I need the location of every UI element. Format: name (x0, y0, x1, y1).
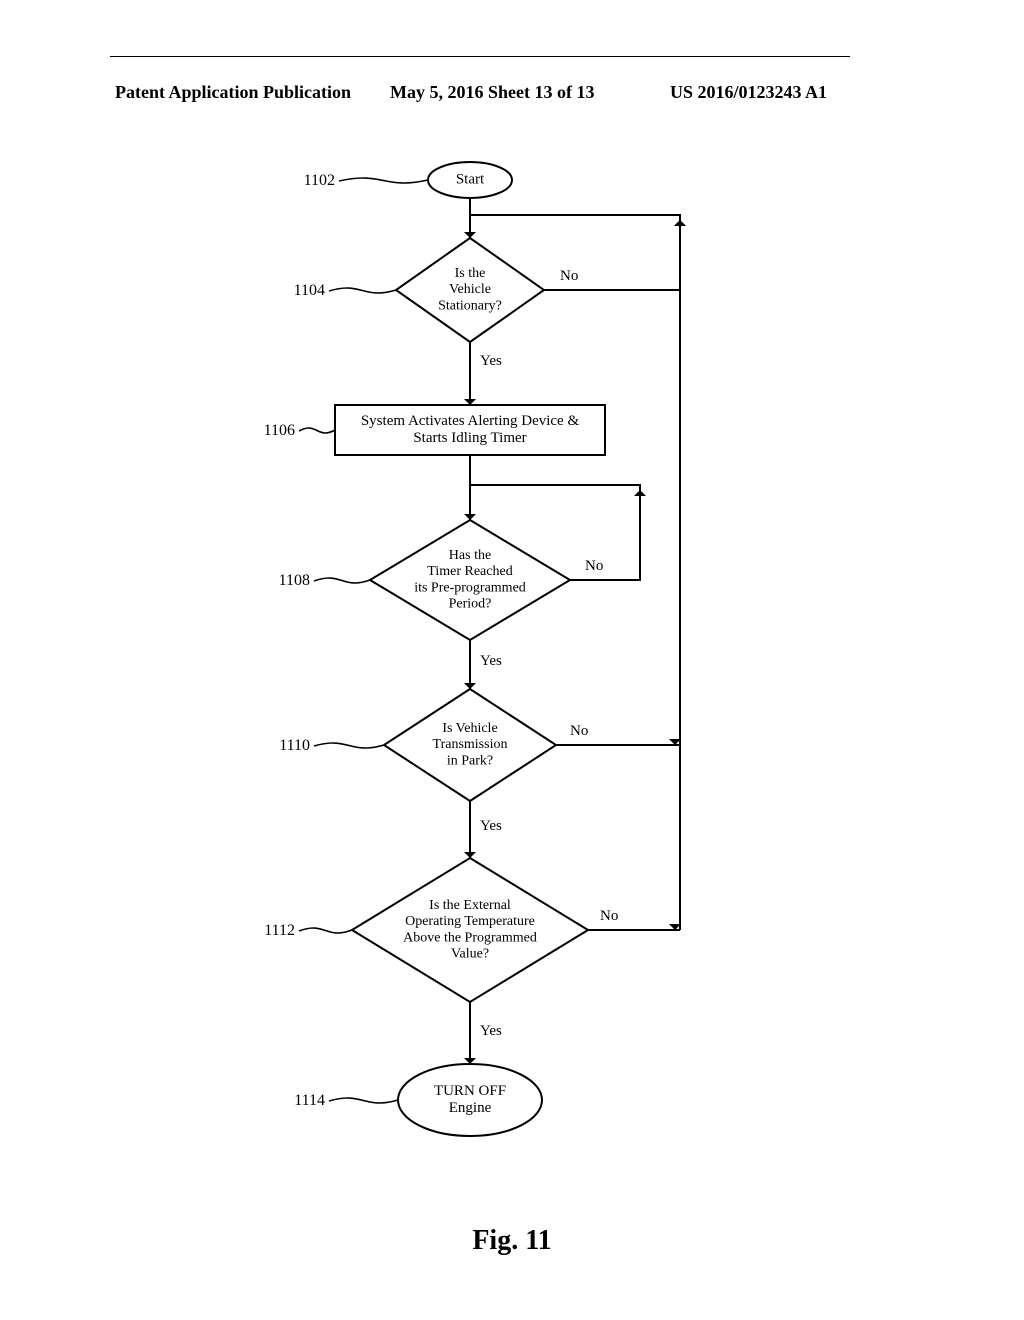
page: Patent Application Publication May 5, 20… (0, 0, 1024, 1320)
svg-text:1112: 1112 (264, 922, 295, 939)
svg-text:Operating Temperature: Operating Temperature (405, 914, 535, 929)
svg-text:Starts Idling Timer: Starts Idling Timer (413, 430, 526, 446)
svg-text:Yes: Yes (480, 653, 502, 669)
svg-text:its Pre-programmed: its Pre-programmed (414, 580, 526, 595)
svg-text:1110: 1110 (279, 737, 310, 754)
svg-text:1108: 1108 (279, 572, 310, 589)
svg-text:Stationary?: Stationary? (438, 298, 502, 313)
figure-caption: Fig. 11 (0, 1225, 1024, 1257)
svg-text:Is the External: Is the External (429, 898, 511, 913)
svg-text:TURN OFF: TURN OFF (434, 1083, 506, 1099)
svg-text:Transmission: Transmission (433, 737, 508, 752)
flowchart: Yes Yes Yes Yes No No No No Start 1102 Is theVehic… (100, 140, 900, 1220)
svg-text:Timer Reached: Timer Reached (427, 564, 512, 579)
svg-text:No: No (585, 558, 603, 574)
svg-text:Vehicle: Vehicle (449, 282, 491, 297)
header-rule (110, 56, 850, 57)
svg-text:1114: 1114 (294, 1092, 325, 1109)
svg-text:Is the: Is the (455, 266, 486, 281)
header-center: May 5, 2016 Sheet 13 of 13 (390, 82, 594, 103)
svg-text:Start: Start (456, 171, 485, 187)
svg-text:Has the: Has the (449, 548, 491, 563)
svg-text:System Activates Alerting Devi: System Activates Alerting Device & (361, 413, 580, 429)
svg-text:Above the Programmed: Above the Programmed (403, 930, 537, 945)
svg-text:No: No (560, 268, 578, 284)
svg-text:Is Vehicle: Is Vehicle (442, 721, 497, 736)
svg-text:Yes: Yes (480, 353, 502, 369)
svg-text:Yes: Yes (480, 1023, 502, 1039)
header-left: Patent Application Publication (115, 82, 351, 103)
svg-text:1104: 1104 (294, 282, 325, 299)
svg-text:1106: 1106 (264, 422, 295, 439)
header-right: US 2016/0123243 A1 (670, 82, 827, 103)
svg-text:Period?: Period? (449, 596, 492, 611)
svg-text:in Park?: in Park? (447, 753, 493, 768)
svg-text:Value?: Value? (451, 946, 489, 961)
svg-text:No: No (570, 723, 588, 739)
svg-text:No: No (600, 908, 618, 924)
svg-text:Engine: Engine (449, 1100, 492, 1116)
svg-text:1102: 1102 (304, 172, 335, 189)
svg-text:Yes: Yes (480, 818, 502, 834)
